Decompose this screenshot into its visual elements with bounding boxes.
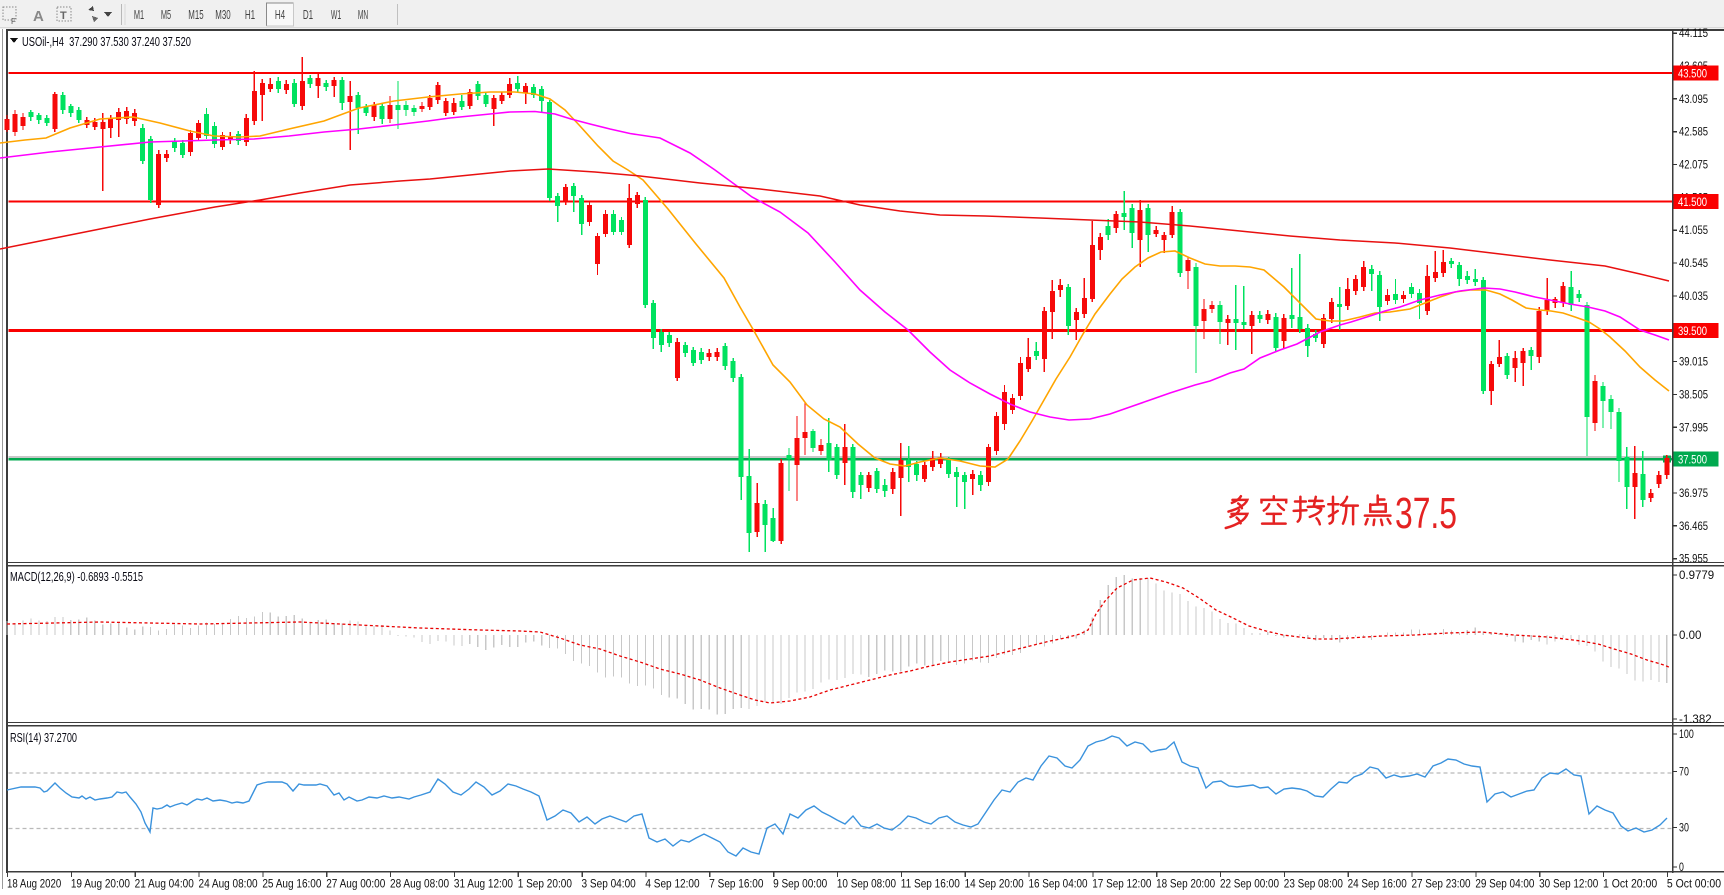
svg-text:14 Sep 20:00: 14 Sep 20:00 xyxy=(965,877,1024,891)
svg-text:MN: MN xyxy=(358,8,368,22)
svg-text:F: F xyxy=(11,17,16,26)
svg-text:42.585: 42.585 xyxy=(1679,125,1708,139)
svg-text:1 Oct 20:00: 1 Oct 20:00 xyxy=(1603,877,1657,891)
svg-text:31 Aug 12:00: 31 Aug 12:00 xyxy=(454,877,513,891)
svg-text:25 Aug 16:00: 25 Aug 16:00 xyxy=(262,877,321,891)
svg-text:29 Sep 04:00: 29 Sep 04:00 xyxy=(1475,877,1534,891)
svg-text:0: 0 xyxy=(1679,860,1684,874)
svg-text:W1: W1 xyxy=(331,8,341,22)
svg-text:36.465: 36.465 xyxy=(1679,519,1708,533)
svg-text:0.9779: 0.9779 xyxy=(1679,570,1714,582)
svg-text:16 Sep 04:00: 16 Sep 04:00 xyxy=(1028,877,1087,891)
svg-text:M30: M30 xyxy=(215,8,230,22)
svg-text:9 Sep 00:00: 9 Sep 00:00 xyxy=(773,877,827,891)
svg-text:M5: M5 xyxy=(161,8,171,22)
svg-text:-1.382: -1.382 xyxy=(1679,714,1712,726)
svg-text:USOil-,H4 37.290 37.530 37.24: USOil-,H4 37.290 37.530 37.240 37.520 xyxy=(22,35,191,49)
svg-text:24 Sep 16:00: 24 Sep 16:00 xyxy=(1348,877,1407,891)
svg-text:41.500: 41.500 xyxy=(1678,195,1707,209)
svg-text:A: A xyxy=(33,8,44,25)
svg-text:27 Sep 23:00: 27 Sep 23:00 xyxy=(1411,877,1470,891)
svg-text:3 Sep 04:00: 3 Sep 04:00 xyxy=(582,877,636,891)
svg-text:21 Aug 04:00: 21 Aug 04:00 xyxy=(135,877,194,891)
svg-text:MACD(12,26,9) -0.6893 -0.5515: MACD(12,26,9) -0.6893 -0.5515 xyxy=(10,570,143,584)
svg-text:44.115: 44.115 xyxy=(1679,26,1708,40)
svg-text:43.095: 43.095 xyxy=(1679,92,1708,106)
svg-text:22 Sep 00:00: 22 Sep 00:00 xyxy=(1220,877,1279,891)
svg-text:43.500: 43.500 xyxy=(1678,66,1707,80)
svg-text:100: 100 xyxy=(1679,727,1694,741)
svg-text:5 Oct 00:00: 5 Oct 00:00 xyxy=(1667,877,1721,891)
svg-text:41.055: 41.055 xyxy=(1679,223,1708,237)
svg-text:19 Aug 20:00: 19 Aug 20:00 xyxy=(71,877,130,891)
svg-text:RSI(14) 37.2700: RSI(14) 37.2700 xyxy=(10,731,77,745)
svg-text:39.015: 39.015 xyxy=(1679,355,1708,369)
svg-text:24 Aug 08:00: 24 Aug 08:00 xyxy=(199,877,258,891)
svg-text:30: 30 xyxy=(1679,821,1689,835)
svg-text:35.955: 35.955 xyxy=(1679,552,1708,566)
svg-text:0.00: 0.00 xyxy=(1679,630,1701,642)
svg-text:30 Sep 12:00: 30 Sep 12:00 xyxy=(1539,877,1598,891)
svg-text:37.500: 37.500 xyxy=(1678,453,1707,467)
svg-text:37.995: 37.995 xyxy=(1679,420,1708,434)
svg-text:37.5: 37.5 xyxy=(1395,489,1457,538)
svg-text:18 Aug 2020: 18 Aug 2020 xyxy=(7,877,61,891)
svg-text:M1: M1 xyxy=(134,8,144,22)
svg-text:42.075: 42.075 xyxy=(1679,158,1708,172)
svg-text:27 Aug 00:00: 27 Aug 00:00 xyxy=(326,877,385,891)
svg-text:40.035: 40.035 xyxy=(1679,289,1708,303)
svg-text:17 Sep 12:00: 17 Sep 12:00 xyxy=(1092,877,1151,891)
svg-text:10 Sep 08:00: 10 Sep 08:00 xyxy=(837,877,896,891)
svg-text:11 Sep 16:00: 11 Sep 16:00 xyxy=(901,877,960,891)
svg-text:1 Sep 20:00: 1 Sep 20:00 xyxy=(518,877,572,891)
svg-text:70: 70 xyxy=(1679,765,1689,779)
svg-text:H4: H4 xyxy=(275,8,285,22)
svg-text:D1: D1 xyxy=(303,8,313,22)
svg-text:39.500: 39.500 xyxy=(1678,324,1707,338)
svg-text:18 Sep 20:00: 18 Sep 20:00 xyxy=(1156,877,1215,891)
svg-text:28 Aug 08:00: 28 Aug 08:00 xyxy=(390,877,449,891)
svg-text:23 Sep 08:00: 23 Sep 08:00 xyxy=(1284,877,1343,891)
svg-text:7 Sep 16:00: 7 Sep 16:00 xyxy=(709,877,763,891)
svg-text:4 Sep 12:00: 4 Sep 12:00 xyxy=(645,877,699,891)
svg-text:M15: M15 xyxy=(188,8,203,22)
svg-text:T: T xyxy=(60,10,67,22)
svg-text:36.975: 36.975 xyxy=(1679,486,1708,500)
svg-text:38.505: 38.505 xyxy=(1679,387,1708,401)
svg-text:H1: H1 xyxy=(245,8,255,22)
svg-text:40.545: 40.545 xyxy=(1679,256,1708,270)
